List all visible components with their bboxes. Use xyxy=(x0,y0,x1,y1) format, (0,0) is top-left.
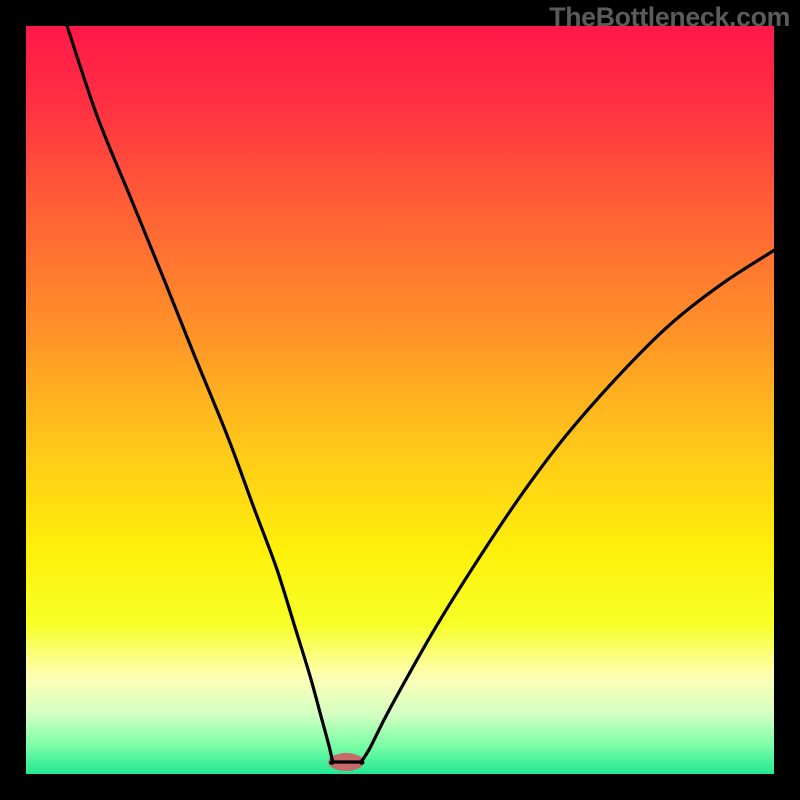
chart-frame: TheBottleneck.com xyxy=(0,0,800,800)
bottleneck-plot xyxy=(26,26,774,774)
valley-marker xyxy=(328,753,364,771)
plot-gradient-background xyxy=(26,26,774,774)
